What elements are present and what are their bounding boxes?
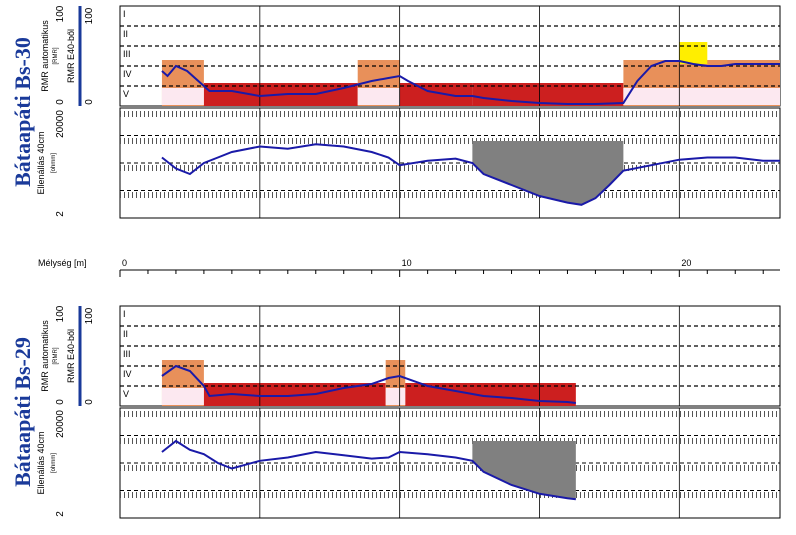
rmr-ytick-bottom-2: 0 — [84, 399, 95, 405]
rmr-pink-band — [161, 388, 204, 405]
rmr-ytick-top-2: 100 — [84, 307, 95, 324]
rmr-class-label: II — [123, 329, 128, 339]
rmr-fill-segment — [203, 83, 260, 106]
res-ylabel: Ellenállás 40cm — [36, 131, 46, 194]
rmr-ylabel: RMR automatikus — [40, 20, 50, 92]
rmr-ylabel-unit: [RMR] — [53, 47, 59, 64]
res-ylabel-unit: [ohmm] — [51, 153, 57, 173]
res-shade — [472, 141, 624, 205]
rmr-class-label: V — [123, 89, 129, 99]
log-1: Bátaapáti Bs-29 RMR automatikus [RMR] RMR E… — [10, 305, 781, 519]
res-ytick-bottom: 2 — [55, 211, 66, 217]
rmr-fill-segment — [399, 83, 473, 106]
rmr-ytick-bottom-2: 0 — [84, 99, 95, 105]
rmr-ytick-bottom: 0 — [55, 99, 66, 105]
rmr-curve — [161, 364, 576, 404]
res-curve — [161, 439, 576, 501]
rmr-ylabel-unit: [RMR] — [53, 347, 59, 364]
rmr-ylabel2: RMR E40-ből — [66, 29, 76, 83]
rmr-ylabel: RMR automatikus — [40, 320, 50, 392]
rmr-pink-band — [357, 88, 400, 105]
rmr-class-label: I — [123, 309, 126, 319]
rmr-ytick-top: 100 — [55, 305, 66, 322]
rmr-pink-band — [161, 88, 204, 105]
log-title: Bátaapáti Bs-29 — [10, 337, 35, 487]
depth-tick-label: 10 — [402, 258, 412, 268]
log-title: Bátaapáti Bs-30 — [10, 37, 35, 187]
rmr-class-label: II — [123, 29, 128, 39]
rmr-class-label: IV — [123, 69, 132, 79]
res-ytick-top: 20000 — [55, 110, 66, 138]
rmr-pink-band — [385, 388, 406, 405]
rmr-curve — [161, 60, 780, 105]
res-curve — [161, 143, 780, 206]
depth-tick-label: 20 — [681, 258, 691, 268]
rmr-class-label: I — [123, 9, 126, 19]
res-ytick-top: 20000 — [55, 410, 66, 438]
rmr-class-label: V — [123, 389, 129, 399]
rmr-class-label: III — [123, 349, 131, 359]
rmr-ytick-top: 100 — [55, 5, 66, 22]
res-ylabel: Ellenállás 40cm — [36, 431, 46, 494]
res-shade — [472, 441, 576, 500]
rmr-ylabel2: RMR E40-ből — [66, 329, 76, 383]
res-ytick-bottom: 2 — [55, 511, 66, 517]
rmr-ytick-bottom: 0 — [55, 399, 66, 405]
depth-axis-label: Mélység [m] — [38, 258, 87, 268]
rmr-highlight — [679, 42, 708, 64]
log-0: Bátaapáti Bs-30 RMR automatikus [RMR] RMR E… — [10, 5, 781, 219]
rmr-pink-band — [623, 88, 780, 105]
depth-tick-label: 0 — [122, 258, 127, 268]
res-ylabel-unit: [ohmm] — [51, 453, 57, 473]
rmr-class-label: III — [123, 49, 131, 59]
rmr-ytick-top-2: 100 — [84, 7, 95, 24]
rmr-class-label: IV — [123, 369, 132, 379]
